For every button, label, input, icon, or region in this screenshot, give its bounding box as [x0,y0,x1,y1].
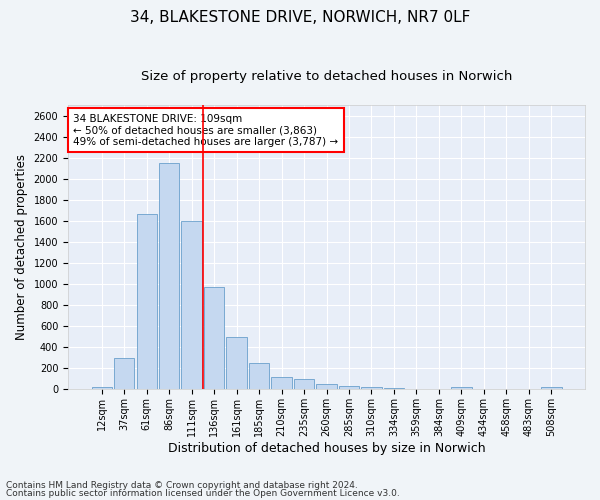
Bar [92,387,112,390]
Bar [474,389,494,390]
Bar [204,287,224,390]
Bar [316,384,337,390]
Y-axis label: Number of detached properties: Number of detached properties [15,154,28,340]
Bar [384,388,404,390]
Bar [361,388,382,390]
Bar [159,163,179,390]
Bar [519,389,539,390]
Bar [339,386,359,390]
Bar [137,214,157,390]
Text: 34, BLAKESTONE DRIVE, NORWICH, NR7 0LF: 34, BLAKESTONE DRIVE, NORWICH, NR7 0LF [130,10,470,25]
Bar [541,387,562,390]
Bar [294,379,314,390]
Bar [249,364,269,390]
X-axis label: Distribution of detached houses by size in Norwich: Distribution of detached houses by size … [168,442,485,455]
Bar [451,388,472,390]
Bar [181,221,202,390]
Text: Contains public sector information licensed under the Open Government Licence v3: Contains public sector information licen… [6,488,400,498]
Bar [226,337,247,390]
Title: Size of property relative to detached houses in Norwich: Size of property relative to detached ho… [141,70,512,83]
Bar [406,388,427,390]
Bar [429,389,449,390]
Bar [496,389,517,390]
Text: Contains HM Land Registry data © Crown copyright and database right 2024.: Contains HM Land Registry data © Crown c… [6,481,358,490]
Text: 34 BLAKESTONE DRIVE: 109sqm
← 50% of detached houses are smaller (3,863)
49% of : 34 BLAKESTONE DRIVE: 109sqm ← 50% of det… [73,114,338,146]
Bar [114,358,134,390]
Bar [271,377,292,390]
